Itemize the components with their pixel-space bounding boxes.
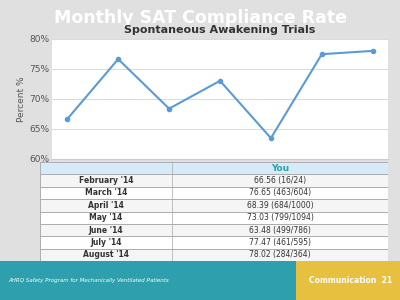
- Bar: [296, 261, 400, 300]
- Bar: [40, 162, 388, 174]
- Text: Communication  21: Communication 21: [309, 276, 392, 285]
- Bar: [0, 261, 296, 300]
- Text: July '14: July '14: [90, 238, 122, 247]
- Bar: [40, 174, 388, 187]
- Bar: [40, 249, 388, 261]
- Bar: [40, 236, 388, 249]
- Text: 77.47 (461/595): 77.47 (461/595): [249, 238, 311, 247]
- Bar: [40, 187, 388, 199]
- Y-axis label: Percent %: Percent %: [17, 76, 26, 122]
- Text: You: You: [271, 164, 289, 173]
- Text: 78.02 (284/364): 78.02 (284/364): [249, 250, 311, 259]
- Bar: [40, 199, 388, 212]
- Text: 68.39 (684/1000): 68.39 (684/1000): [247, 201, 314, 210]
- Text: 76.65 (463/604): 76.65 (463/604): [249, 188, 311, 197]
- Text: February '14: February '14: [79, 176, 133, 185]
- Text: June '14: June '14: [89, 226, 124, 235]
- Bar: [40, 212, 388, 224]
- Text: 66.56 (16/24): 66.56 (16/24): [254, 176, 306, 185]
- Title: Spontaneous Awakening Trials: Spontaneous Awakening Trials: [124, 26, 316, 35]
- Text: March '14: March '14: [85, 188, 127, 197]
- Text: August '14: August '14: [83, 250, 129, 259]
- Text: 63.48 (499/786): 63.48 (499/786): [249, 226, 311, 235]
- Text: May '14: May '14: [90, 213, 123, 222]
- Text: April '14: April '14: [88, 201, 124, 210]
- Bar: [40, 224, 388, 236]
- Text: 73.03 (799/1094): 73.03 (799/1094): [247, 213, 314, 222]
- Text: AHRQ Safety Program for Mechanically Ventilated Patients: AHRQ Safety Program for Mechanically Ven…: [8, 278, 169, 283]
- Text: Monthly SAT Compliance Rate: Monthly SAT Compliance Rate: [54, 9, 346, 27]
